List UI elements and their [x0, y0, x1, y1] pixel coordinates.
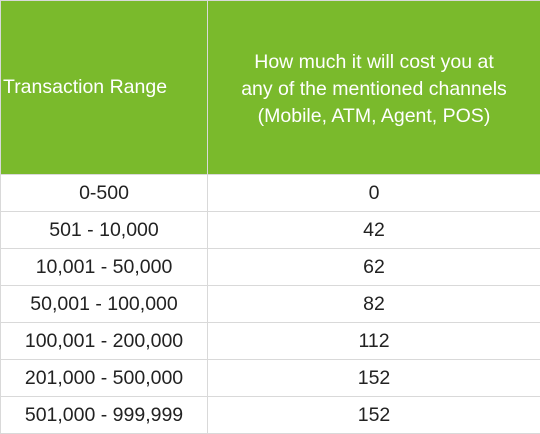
header-cost-line-3: (Mobile, ATM, Agent, POS) [208, 103, 540, 130]
table-header-row: Transaction Range How much it will cost … [1, 1, 540, 175]
table-row: 501 - 10,000 42 [1, 212, 540, 249]
cost-cell: 0 [208, 175, 540, 212]
header-cost: How much it will cost you at any of the … [208, 1, 540, 175]
range-cell: 501 - 10,000 [1, 212, 208, 249]
header-transaction-range: Transaction Range [1, 1, 208, 175]
header-cost-line-2: any of the mentioned channels [208, 76, 540, 103]
table-row: 100,001 - 200,000 112 [1, 323, 540, 360]
range-cell: 0-500 [1, 175, 208, 212]
cost-cell: 42 [208, 212, 540, 249]
table-row: 10,001 - 50,000 62 [1, 249, 540, 286]
cost-cell: 112 [208, 323, 540, 360]
header-cost-line-1: How much it will cost you at [208, 49, 540, 76]
table-row: 201,000 - 500,000 152 [1, 360, 540, 397]
range-cell: 501,000 - 999,999 [1, 397, 208, 434]
table-row: 50,001 - 100,000 82 [1, 286, 540, 323]
range-cell: 50,001 - 100,000 [1, 286, 208, 323]
cost-cell: 152 [208, 397, 540, 434]
table-row: 0-500 0 [1, 175, 540, 212]
range-cell: 201,000 - 500,000 [1, 360, 208, 397]
range-cell: 10,001 - 50,000 [1, 249, 208, 286]
cost-cell: 152 [208, 360, 540, 397]
table-row: 501,000 - 999,999 152 [1, 397, 540, 434]
range-cell: 100,001 - 200,000 [1, 323, 208, 360]
cost-cell: 62 [208, 249, 540, 286]
cost-cell: 82 [208, 286, 540, 323]
